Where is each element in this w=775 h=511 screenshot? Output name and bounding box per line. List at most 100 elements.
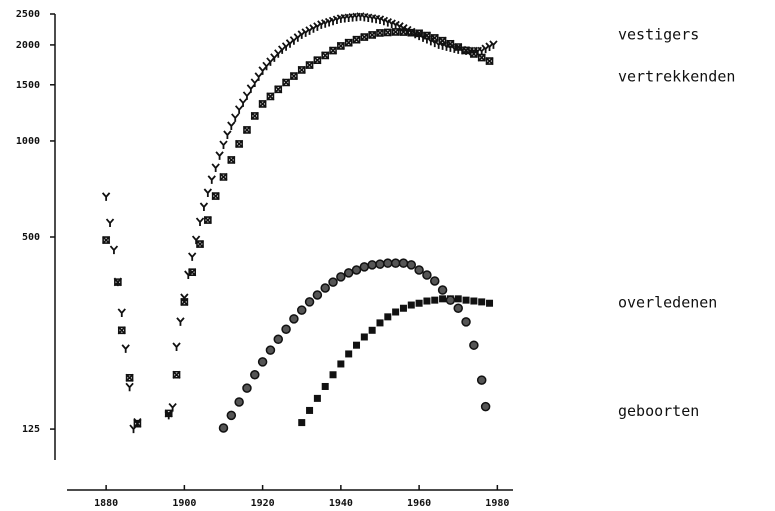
marker-circle <box>398 258 409 268</box>
marker-y <box>489 40 498 49</box>
marker-y <box>250 78 259 87</box>
marker-y <box>277 45 287 54</box>
y-tick-label: 500 <box>22 232 40 243</box>
marker-x <box>438 36 447 45</box>
marker-circle <box>336 272 346 282</box>
marker-x <box>266 92 275 101</box>
marker-y <box>234 105 244 114</box>
marker-x <box>360 33 369 42</box>
marker-square <box>407 301 415 309</box>
marker-x <box>375 28 385 37</box>
marker-x <box>313 56 322 65</box>
x-tick-label: 1880 <box>94 498 118 509</box>
marker-square <box>313 394 321 402</box>
marker-circle <box>289 314 299 324</box>
marker-circle <box>257 357 268 367</box>
marker-square <box>360 333 368 341</box>
marker-square <box>376 319 384 327</box>
marker-x <box>454 42 463 52</box>
marker-y <box>360 12 369 22</box>
marker-x <box>297 65 306 74</box>
marker-x <box>422 31 431 40</box>
marker-y <box>195 217 205 227</box>
y-tick-label: 125 <box>22 424 40 435</box>
marker-y <box>262 61 271 71</box>
marker-y <box>121 344 130 353</box>
marker-square <box>462 296 470 304</box>
marker-y <box>203 188 213 197</box>
marker-y <box>125 382 134 392</box>
marker-circle <box>265 345 276 355</box>
marker-square <box>329 371 337 379</box>
marker-circle <box>359 262 370 272</box>
marker-x <box>203 216 212 225</box>
x-tick-label: 1980 <box>485 498 509 509</box>
marker-y <box>375 15 385 24</box>
marker-square <box>454 295 462 303</box>
marker-circle <box>422 270 432 280</box>
marker-circle <box>250 370 260 380</box>
marker-x <box>235 139 244 148</box>
marker-circle <box>242 383 252 393</box>
marker-x <box>328 46 338 55</box>
marker-x <box>336 41 345 50</box>
marker-circle <box>461 317 471 327</box>
marker-circle <box>312 290 323 300</box>
y-tick-label: 2000 <box>16 40 40 51</box>
series <box>218 258 491 433</box>
y-tick-label: 1500 <box>16 80 40 91</box>
marker-circle <box>351 265 362 275</box>
marker-circle <box>273 334 284 345</box>
marker-square <box>470 297 478 305</box>
marker-y <box>254 72 263 81</box>
marker-x <box>195 240 205 249</box>
marker-x <box>415 29 424 38</box>
marker-circle <box>296 305 307 315</box>
marker-y <box>274 49 283 58</box>
marker-y <box>242 91 252 100</box>
marker-y <box>172 342 181 352</box>
marker-y <box>191 235 201 245</box>
marker-y <box>293 33 303 42</box>
marker-square <box>298 419 306 427</box>
marker-square <box>337 360 345 368</box>
marker-y <box>109 245 119 255</box>
marker-y <box>117 308 126 317</box>
marker-y <box>383 18 392 27</box>
marker-y <box>379 16 389 26</box>
marker-y <box>238 98 248 107</box>
marker-circle <box>445 295 456 305</box>
x-tick-label: 1940 <box>329 498 353 509</box>
marker-square <box>306 406 314 414</box>
marker-y <box>101 192 111 201</box>
marker-circle <box>437 285 448 295</box>
marker-y <box>285 39 295 48</box>
marker-x <box>102 236 111 245</box>
marker-y <box>395 22 404 31</box>
marker-circle <box>414 265 424 275</box>
marker-x <box>430 33 439 43</box>
marker-y <box>364 13 373 23</box>
marker-x <box>133 419 142 428</box>
marker-circle <box>375 259 385 269</box>
marker-square <box>478 298 486 306</box>
marker-x <box>461 46 471 55</box>
marker-y <box>270 53 279 62</box>
marker-x <box>383 28 392 37</box>
marker-y <box>356 12 365 21</box>
marker-y <box>105 218 115 228</box>
series-label: geboorten <box>618 402 699 420</box>
marker-square <box>384 313 392 321</box>
marker-x <box>391 27 400 37</box>
marker-circle <box>367 260 377 270</box>
marker-circle <box>343 268 354 278</box>
x-tick-label: 1920 <box>251 498 275 509</box>
marker-x <box>250 111 259 120</box>
marker-circle <box>406 260 417 270</box>
marker-y <box>281 42 291 51</box>
marker-x <box>172 370 181 379</box>
marker-x <box>485 56 494 66</box>
marker-circle <box>390 258 401 268</box>
marker-y <box>176 317 185 326</box>
